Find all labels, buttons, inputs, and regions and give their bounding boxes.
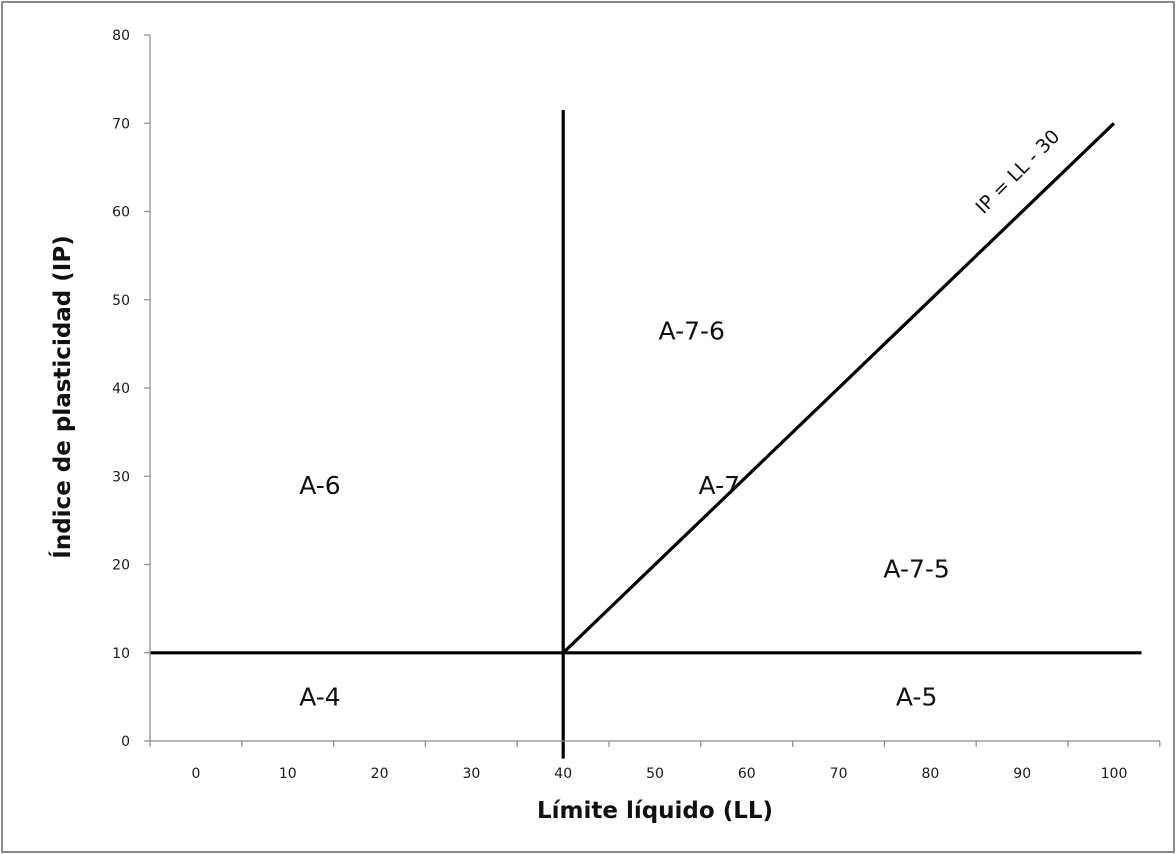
y-tick-label: 10 bbox=[112, 646, 130, 662]
x-tick-label: 40 bbox=[554, 766, 572, 782]
x-tick-label: 50 bbox=[646, 766, 664, 782]
region-label-a-7-6: A-7-6 bbox=[659, 316, 725, 345]
y-tick-label: 40 bbox=[112, 381, 130, 397]
x-tick-label: 20 bbox=[371, 766, 389, 782]
y-axis-title: Índice de plasticidad (IP) bbox=[48, 235, 76, 558]
x-tick-label: 80 bbox=[921, 766, 939, 782]
x-tick-label: 70 bbox=[830, 766, 848, 782]
region-label-a-6: A-6 bbox=[299, 471, 340, 500]
x-tick-label: 100 bbox=[1101, 766, 1128, 782]
boundary-lines bbox=[150, 110, 1142, 759]
x-tick-label: 60 bbox=[738, 766, 756, 782]
x-tick-label: 0 bbox=[192, 766, 201, 782]
x-tick-label: 90 bbox=[1013, 766, 1031, 782]
y-tick-label: 80 bbox=[112, 28, 130, 44]
region-label-a-7-5: A-7-5 bbox=[883, 555, 949, 584]
line-ip-ll-30-line bbox=[562, 122, 1116, 654]
y-tick-label: 0 bbox=[121, 734, 130, 750]
x-tick-label: 10 bbox=[279, 766, 297, 782]
region-label-a-5: A-5 bbox=[896, 683, 937, 712]
x-axis-ticks: 0 10 20 30 40 50 60 70 80 90 100 bbox=[149, 741, 1161, 782]
region-label-a-7: A-7 bbox=[699, 471, 740, 500]
x-axis-title: Límite líquido (LL) bbox=[537, 798, 773, 824]
y-axis-ticks: 0 10 20 30 40 50 60 70 80 bbox=[112, 28, 150, 750]
y-tick-label: 70 bbox=[112, 116, 130, 132]
region-label-a-4: A-4 bbox=[299, 683, 340, 712]
y-tick-label: 50 bbox=[112, 293, 130, 309]
x-tick-label: 30 bbox=[462, 766, 480, 782]
y-tick-label: 20 bbox=[112, 558, 130, 574]
y-tick-label: 60 bbox=[112, 205, 130, 221]
region-labels: A-6 A-4 A-7-6 A-7 A-7-5 A-5 bbox=[299, 316, 950, 711]
y-tick-label: 30 bbox=[112, 469, 130, 485]
